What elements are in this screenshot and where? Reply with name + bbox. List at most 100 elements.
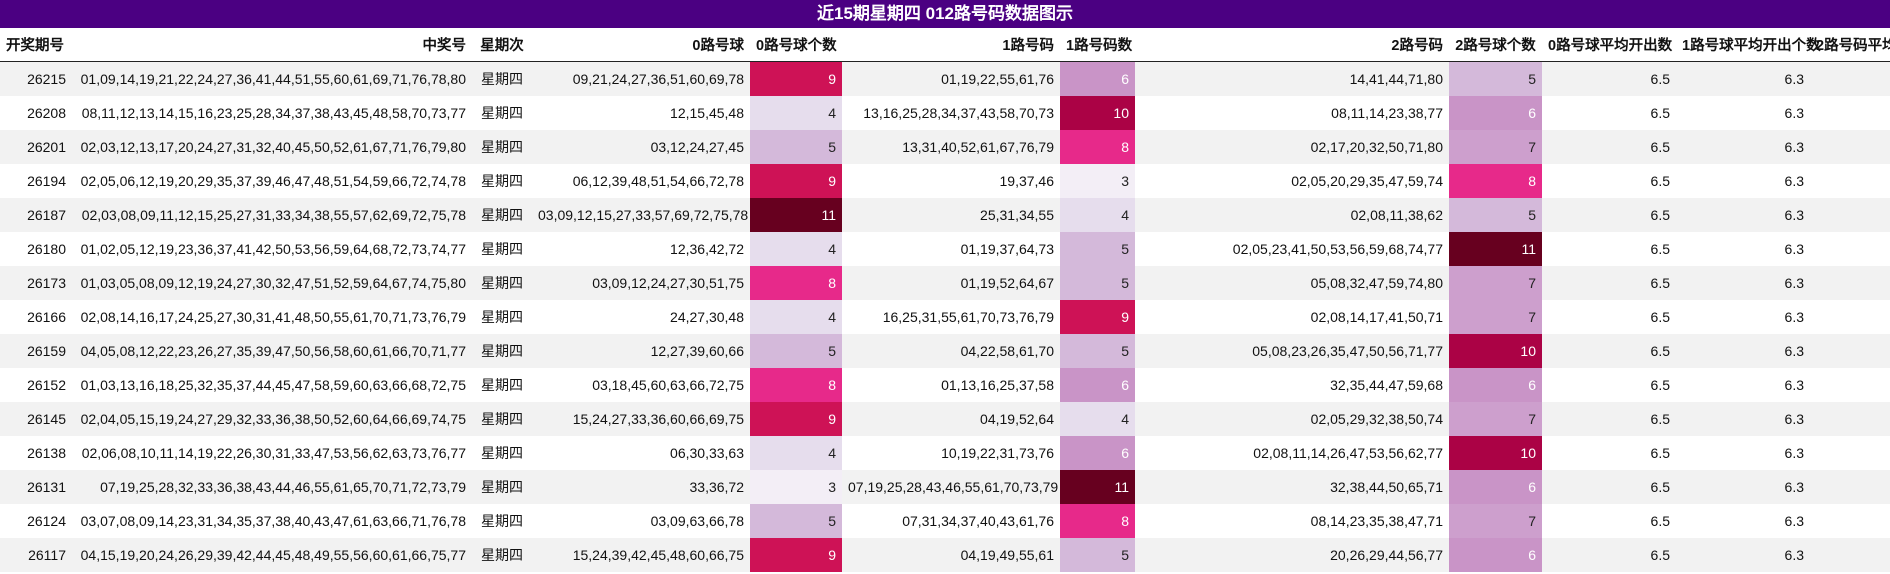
cell-route0-avg: 6.5 — [1542, 164, 1676, 198]
cell-route1-count: 5 — [1060, 334, 1135, 368]
cell-route2-count: 7 — [1449, 504, 1542, 538]
cell-route0-avg: 6.5 — [1542, 334, 1676, 368]
cell-weekday: 星期四 — [472, 300, 532, 334]
cell-route1-numbers: 01,19,37,64,73 — [842, 232, 1060, 266]
cell-route2-numbers: 02,05,20,29,35,47,59,74 — [1135, 164, 1449, 198]
cell-weekday: 星期四 — [472, 504, 532, 538]
cell-route0-balls: 03,18,45,60,63,66,72,75 — [532, 368, 750, 402]
cell-route2-avg: 7.2 — [1810, 504, 1890, 538]
cell-winning-numbers: 07,19,25,28,32,33,36,38,43,44,46,55,61,6… — [72, 470, 472, 504]
cell-route0-count: 4 — [750, 96, 842, 130]
cell-route2-count: 6 — [1449, 368, 1542, 402]
cell-route1-numbers: 13,31,40,52,61,67,76,79 — [842, 130, 1060, 164]
cell-route1-avg: 6.3 — [1676, 538, 1810, 572]
cell-route0-count: 9 — [750, 538, 842, 572]
cell-route1-numbers: 25,31,34,55 — [842, 198, 1060, 232]
cell-route1-count: 9 — [1060, 300, 1135, 334]
cell-route1-avg: 6.3 — [1676, 61, 1810, 96]
header-route1-avg[interactable]: 1路号球平均开出个数 — [1676, 28, 1821, 62]
cell-route0-count: 5 — [750, 130, 842, 164]
table-row: 26173 01,03,05,08,09,12,19,24,27,30,32,47… — [0, 266, 1890, 300]
cell-route2-avg: 7.2 — [1810, 61, 1890, 96]
cell-weekday: 星期四 — [472, 96, 532, 130]
header-route1-numbers[interactable]: 1路号码 — [842, 28, 1060, 62]
cell-route0-count: 9 — [750, 164, 842, 198]
header-route2-count[interactable]: 2路号球个数 — [1449, 28, 1542, 62]
cell-period: 26138 — [0, 436, 72, 470]
table-row: 26180 01,02,05,12,19,23,36,37,41,42,50,53… — [0, 232, 1890, 266]
header-route1-count[interactable]: 1路号码数 — [1060, 28, 1135, 62]
cell-route0-count: 5 — [750, 334, 842, 368]
cell-route0-balls: 12,27,39,60,66 — [532, 334, 750, 368]
cell-route0-count: 9 — [750, 402, 842, 436]
cell-route2-numbers: 32,35,44,47,59,68 — [1135, 368, 1449, 402]
cell-route1-count: 5 — [1060, 538, 1135, 572]
cell-route0-balls: 15,24,39,42,45,48,60,66,75 — [532, 538, 750, 572]
cell-route2-count: 7 — [1449, 266, 1542, 300]
cell-route0-avg: 6.5 — [1542, 232, 1676, 266]
cell-route2-count: 5 — [1449, 61, 1542, 96]
cell-route1-avg: 6.3 — [1676, 266, 1810, 300]
cell-route0-balls: 03,12,24,27,45 — [532, 130, 750, 164]
header-weekday[interactable]: 星期次 — [472, 28, 532, 62]
header-numbers[interactable]: 中奖号 — [72, 28, 472, 62]
cell-route1-numbers: 04,22,58,61,70 — [842, 334, 1060, 368]
cell-route0-balls: 06,12,39,48,51,54,66,72,78 — [532, 164, 750, 198]
header-route0-avg[interactable]: 0路号球平均开出数 — [1542, 28, 1676, 62]
cell-route2-avg: 7.2 — [1810, 300, 1890, 334]
header-period[interactable]: 开奖期号 — [0, 28, 72, 62]
cell-route0-avg: 6.5 — [1542, 402, 1676, 436]
cell-route0-count: 4 — [750, 232, 842, 266]
cell-weekday: 星期四 — [472, 130, 532, 164]
cell-route1-numbers: 04,19,52,64 — [842, 402, 1060, 436]
cell-route1-avg: 6.3 — [1676, 436, 1810, 470]
header-route0-count[interactable]: 0路号球个数 — [750, 28, 842, 62]
cell-route1-avg: 6.3 — [1676, 130, 1810, 164]
cell-route1-count: 6 — [1060, 61, 1135, 96]
cell-route0-balls: 33,36,72 — [532, 470, 750, 504]
cell-period: 26187 — [0, 198, 72, 232]
cell-route2-numbers: 02,17,20,32,50,71,80 — [1135, 130, 1449, 164]
cell-period: 26152 — [0, 368, 72, 402]
cell-route2-avg: 7.2 — [1810, 198, 1890, 232]
cell-route0-balls: 12,36,42,72 — [532, 232, 750, 266]
table-row: 26138 02,06,08,10,11,14,19,22,26,30,31,33… — [0, 436, 1890, 470]
cell-route0-avg: 6.5 — [1542, 538, 1676, 572]
cell-route2-avg: 7.2 — [1810, 436, 1890, 470]
cell-route0-avg: 6.5 — [1542, 130, 1676, 164]
table-row: 26166 02,08,14,16,17,24,25,27,30,31,41,48… — [0, 300, 1890, 334]
cell-route2-avg: 7.2 — [1810, 470, 1890, 504]
cell-winning-numbers: 01,03,05,08,09,12,19,24,27,30,32,47,51,5… — [72, 266, 472, 300]
cell-route2-count: 10 — [1449, 436, 1542, 470]
cell-route0-avg: 6.5 — [1542, 436, 1676, 470]
cell-route1-count: 3 — [1060, 164, 1135, 198]
cell-route2-avg: 7.2 — [1810, 368, 1890, 402]
header-route0-balls[interactable]: 0路号球 — [532, 28, 750, 62]
cell-route2-count: 7 — [1449, 300, 1542, 334]
cell-weekday: 星期四 — [472, 266, 532, 300]
header-route2-numbers[interactable]: 2路号码 — [1135, 28, 1449, 62]
cell-route1-avg: 6.3 — [1676, 164, 1810, 198]
cell-route0-balls: 09,21,24,27,36,51,60,69,78 — [532, 61, 750, 96]
cell-route2-avg: 7.2 — [1810, 96, 1890, 130]
table-row: 26194 02,05,06,12,19,20,29,35,37,39,46,47… — [0, 164, 1890, 198]
table-row: 26208 08,11,12,13,14,15,16,23,25,28,34,37… — [0, 96, 1890, 130]
cell-period: 26159 — [0, 334, 72, 368]
cell-route0-avg: 6.5 — [1542, 470, 1676, 504]
cell-route2-count: 11 — [1449, 232, 1542, 266]
cell-route0-count: 11 — [750, 198, 842, 232]
cell-route2-avg: 7.2 — [1810, 334, 1890, 368]
cell-route1-numbers: 10,19,22,31,73,76 — [842, 436, 1060, 470]
header-route2-avg[interactable]: 2路号码平均开出个数 — [1810, 28, 1890, 62]
cell-route1-avg: 6.3 — [1676, 334, 1810, 368]
table-row: 26131 07,19,25,28,32,33,36,38,43,44,46,55… — [0, 470, 1890, 504]
cell-period: 26145 — [0, 402, 72, 436]
cell-weekday: 星期四 — [472, 470, 532, 504]
table-row: 26215 01,09,14,19,21,22,24,27,36,41,44,51… — [0, 61, 1890, 96]
cell-route1-avg: 6.3 — [1676, 470, 1810, 504]
cell-route1-numbers: 19,37,46 — [842, 164, 1060, 198]
cell-weekday: 星期四 — [472, 538, 532, 572]
table-title: 近15期星期四 012路号码数据图示 — [0, 0, 1890, 28]
cell-route2-numbers: 02,08,11,14,26,47,53,56,62,77 — [1135, 436, 1449, 470]
cell-route1-avg: 6.3 — [1676, 402, 1810, 436]
